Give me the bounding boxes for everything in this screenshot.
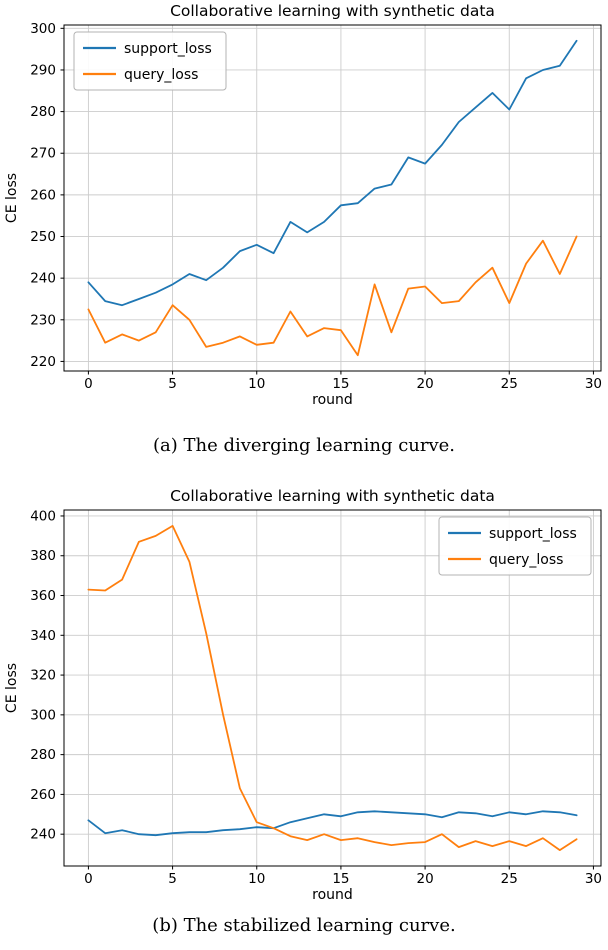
y-tick-label: 300	[30, 21, 56, 37]
chart-a-diverging-learning-curve: 0 5 10 15 20 25 30 220 230 240 250 260 270 280 290 300 C…	[4, 2, 602, 408]
figure-a-caption: (a) The diverging learning curve.	[152, 435, 456, 456]
x-tick-label: 20	[416, 871, 433, 887]
y-axis-label: CE loss	[4, 663, 20, 713]
chart-b-stabilized-learning-curve: 0 5 10 15 20 25 30 240 260 280 300 320 340 360 380 400 C…	[4, 487, 602, 903]
y-tick-label: 280	[30, 104, 56, 120]
x-axis-label: round	[312, 887, 353, 903]
y-tick-label: 240	[30, 827, 56, 843]
y-tick-label: 360	[30, 588, 56, 604]
query_loss-line	[87, 525, 578, 852]
x-tick-label: 30	[585, 376, 602, 392]
x-tick-label: 10	[248, 871, 265, 887]
legend-box	[438, 516, 592, 576]
y-tick-label: 400	[30, 508, 56, 524]
y-axis-label: CE loss	[4, 173, 20, 223]
y-tick-label: 280	[30, 747, 56, 763]
y-tick-label: 260	[30, 187, 56, 203]
support_loss-line	[87, 810, 578, 837]
figure-b-caption: (b) The stabilized learning curve.	[152, 915, 456, 936]
x-tick-label: 25	[501, 871, 518, 887]
legend: support_loss query_loss	[73, 31, 227, 91]
y-tick-label: 290	[30, 62, 56, 78]
legend-label-query_loss: query_loss	[124, 67, 198, 83]
x-tick-label: 25	[501, 376, 518, 392]
legend: support_loss query_loss	[438, 516, 592, 576]
y-tick-label: 270	[30, 146, 56, 162]
y-tick-label: 260	[30, 787, 56, 803]
x-tick-label: 0	[84, 871, 93, 887]
y-tick-label: 340	[30, 628, 56, 644]
x-tick-label: 20	[416, 376, 433, 392]
legend-box	[73, 31, 227, 91]
y-tick-label: 240	[30, 271, 56, 287]
axes-frame	[63, 24, 602, 372]
y-tick-label: 320	[30, 668, 56, 684]
x-tick-label: 10	[248, 376, 265, 392]
chart-title: Collaborative learning with synthetic da…	[170, 487, 495, 505]
legend-label-support_loss: support_loss	[124, 41, 212, 57]
y-tick-label: 250	[30, 229, 56, 245]
support_loss-line	[87, 39, 578, 307]
x-axis-label: round	[312, 392, 353, 408]
x-tick-label: 5	[168, 871, 177, 887]
query_loss-line	[87, 235, 578, 357]
chart-title: Collaborative learning with synthetic da…	[170, 2, 495, 20]
x-tick-label: 5	[168, 376, 177, 392]
figure-a: 0 5 10 15 20 25 30 220 230 240 250 260 270 280 290 300 C…	[0, 0, 608, 458]
axes-frame	[63, 509, 602, 867]
y-tick-label: 300	[30, 707, 56, 723]
figure-b: 0 5 10 15 20 25 30 240 260 280 300 320 340 360 380 400 C…	[0, 472, 608, 938]
legend-label-query_loss: query_loss	[489, 552, 563, 568]
y-tick-label: 380	[30, 548, 56, 564]
y-tick-label: 220	[30, 354, 56, 370]
x-tick-label: 30	[585, 871, 602, 887]
x-tick-label: 15	[332, 376, 349, 392]
x-tick-label: 0	[84, 376, 93, 392]
legend-label-support_loss: support_loss	[489, 526, 577, 542]
y-tick-label: 230	[30, 312, 56, 328]
x-tick-label: 15	[332, 871, 349, 887]
